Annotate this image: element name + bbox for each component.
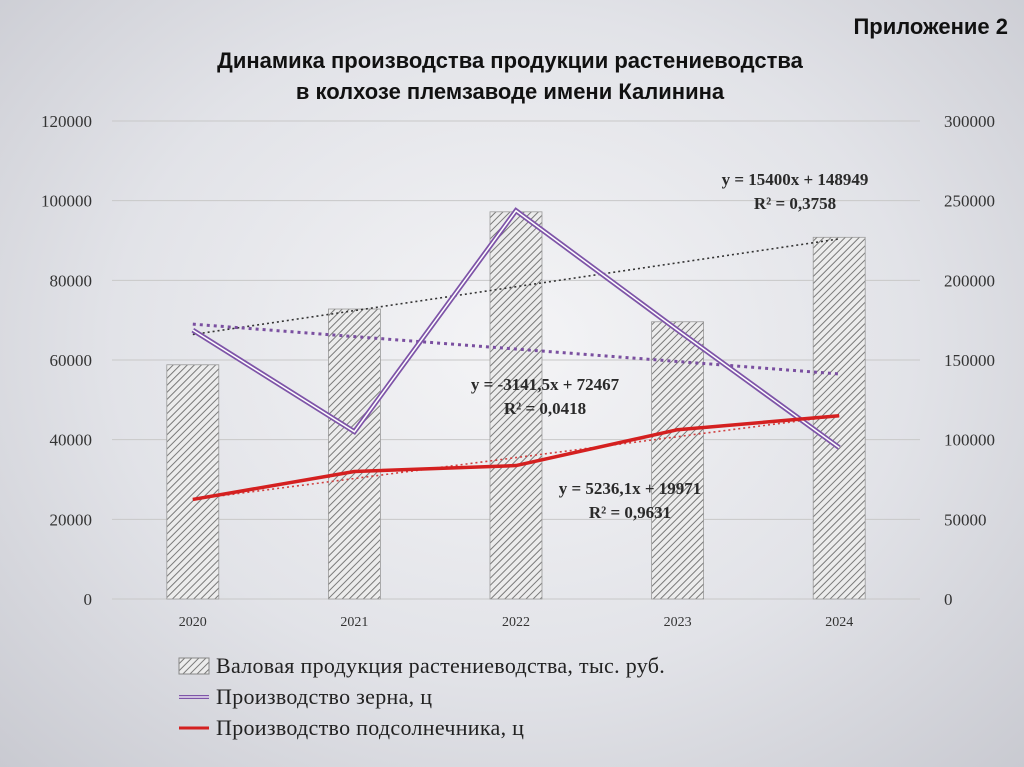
trendline-equation: y = -3141,5x + 72467 [471, 375, 620, 394]
bar [651, 321, 704, 600]
legend-item-grain: Производство зерна, ц [178, 681, 665, 712]
legend: Валовая продукция растениеводства, тыс. … [178, 650, 665, 743]
legend-label: Производство подсолнечника, ц [216, 714, 525, 740]
legend-label: Производство зерна, ц [216, 683, 433, 709]
bar [166, 364, 220, 600]
left-axis-tick-label: 0 [84, 590, 93, 609]
trendline-equation: y = 15400x + 148949 [722, 170, 869, 189]
left-axis-tick-label: 60000 [50, 351, 93, 370]
x-axis-tick-label: 2021 [340, 615, 368, 630]
right-axis-tick-label: 0 [944, 590, 953, 609]
left-axis-tick-label: 40000 [50, 431, 93, 450]
x-axis-tick-label: 2020 [179, 615, 207, 630]
trendline [192, 238, 840, 336]
bar [327, 308, 381, 600]
right-axis-tick-label: 50000 [944, 510, 987, 529]
right-axis-tick-label: 250000 [944, 192, 995, 211]
trendline-r-squared: R² = 0,9631 [589, 503, 671, 522]
right-axis-tick-label: 300000 [944, 112, 995, 131]
left-axis-tick-label: 20000 [50, 510, 93, 529]
legend-item-sunflower: Производство подсолнечника, ц [178, 712, 665, 743]
left-axis-tick-label: 80000 [50, 271, 93, 290]
trendline [192, 414, 840, 501]
trendline-r-squared: R² = 0,0418 [504, 399, 586, 418]
right-axis-tick-label: 100000 [944, 431, 995, 450]
x-axis-tick-label: 2023 [664, 615, 692, 630]
appendix-label: Приложение 2 [853, 14, 1008, 39]
trendline [192, 322, 840, 376]
trendline-r-squared: R² = 0,3758 [754, 194, 836, 213]
chart-title-line-2: в колхозе племзаводе имени Калинина [295, 78, 725, 104]
legend-swatch-purple-line [178, 688, 210, 706]
left-axis-tick-label: 120000 [41, 112, 92, 131]
trendline-equation: y = 5236,1x + 19971 [559, 479, 702, 498]
legend-label: Валовая продукция растениеводства, тыс. … [216, 652, 666, 678]
legend-swatch-red-line [178, 719, 210, 737]
right-axis-tick-label: 200000 [944, 271, 995, 290]
chart-title-line-1: Динамика производства продукции растение… [217, 48, 803, 73]
legend-item-gross-output: Валовая продукция растениеводства, тыс. … [178, 650, 665, 681]
chart-title: Динамика производства продукции растение… [0, 46, 1020, 108]
series-line-sunflower [192, 414, 840, 502]
left-axis-tick-label: 100000 [41, 192, 92, 211]
legend-swatch-hatched [178, 657, 210, 675]
series-line-grain-inner [192, 209, 840, 449]
right-axis-tick-label: 150000 [944, 351, 995, 370]
bar [489, 211, 543, 600]
x-axis-tick-label: 2022 [502, 615, 530, 630]
x-axis-tick-label: 2024 [825, 615, 853, 630]
